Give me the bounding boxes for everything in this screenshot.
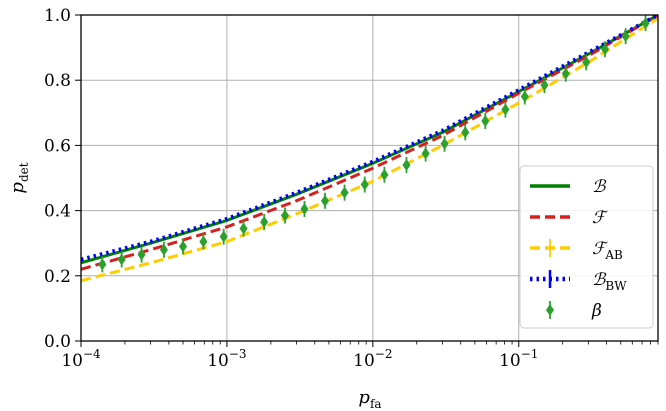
beta-marker-4 [178, 240, 187, 253]
beta-marker-6 [219, 230, 228, 243]
legend-marker-4 [546, 304, 554, 316]
beta-marker-0 [98, 258, 107, 271]
beta-marker-16 [421, 147, 430, 160]
y-tick-label-3: 0.6 [44, 136, 71, 156]
beta-marker-2 [137, 248, 146, 261]
beta-marker-19 [481, 114, 490, 127]
x-axis-label: pfa [358, 387, 381, 411]
beta-marker-27 [641, 17, 650, 30]
legend-label-4: β [591, 301, 602, 321]
beta-marker-10 [300, 202, 309, 215]
beta-marker-26 [621, 30, 630, 43]
beta-marker-1 [117, 253, 126, 266]
legend-label-0: ℬ [592, 177, 607, 197]
y-tick-label-0: 0.0 [44, 332, 71, 352]
beta-marker-15 [402, 158, 411, 171]
beta-marker-12 [340, 186, 349, 199]
y-axis-label: pdet [7, 162, 31, 193]
beta-marker-5 [199, 235, 208, 248]
beta-marker-23 [561, 67, 570, 80]
beta-marker-8 [260, 216, 269, 229]
y-tick-label-5: 1.0 [44, 6, 71, 26]
beta-marker-24 [582, 56, 591, 69]
beta-marker-7 [239, 222, 248, 235]
beta-marker-25 [601, 43, 610, 56]
plot-series [81, 15, 658, 283]
beta-marker-14 [380, 168, 389, 181]
beta-marker-3 [159, 243, 168, 256]
beta-marker-18 [461, 126, 470, 139]
beta-marker-13 [360, 178, 369, 191]
y-tick-label-4: 0.8 [44, 71, 71, 91]
beta-marker-22 [540, 79, 549, 92]
legend-label-1: ℱ [592, 208, 609, 228]
y-tick-label-2: 0.4 [44, 202, 71, 222]
x-tick-label-2: 10−2 [353, 347, 392, 371]
x-tick-label-3: 10−1 [499, 347, 538, 371]
beta-marker-11 [320, 194, 329, 207]
y-tick-label-1: 0.2 [44, 267, 71, 287]
series-line-3 [81, 15, 658, 262]
beta-marker-21 [520, 90, 529, 103]
beta-marker-20 [501, 103, 510, 116]
legend-box [519, 165, 654, 329]
beta-marker-9 [280, 209, 289, 222]
x-tick-label-0: 10−4 [61, 347, 101, 371]
beta-marker-17 [440, 137, 449, 150]
plot-frame [80, 14, 659, 342]
x-tick-label-1: 10−3 [207, 347, 246, 371]
